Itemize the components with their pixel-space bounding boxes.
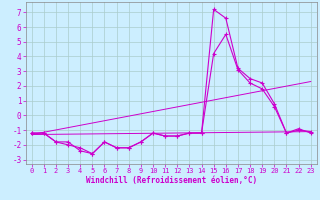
X-axis label: Windchill (Refroidissement éolien,°C): Windchill (Refroidissement éolien,°C) [86, 176, 257, 185]
